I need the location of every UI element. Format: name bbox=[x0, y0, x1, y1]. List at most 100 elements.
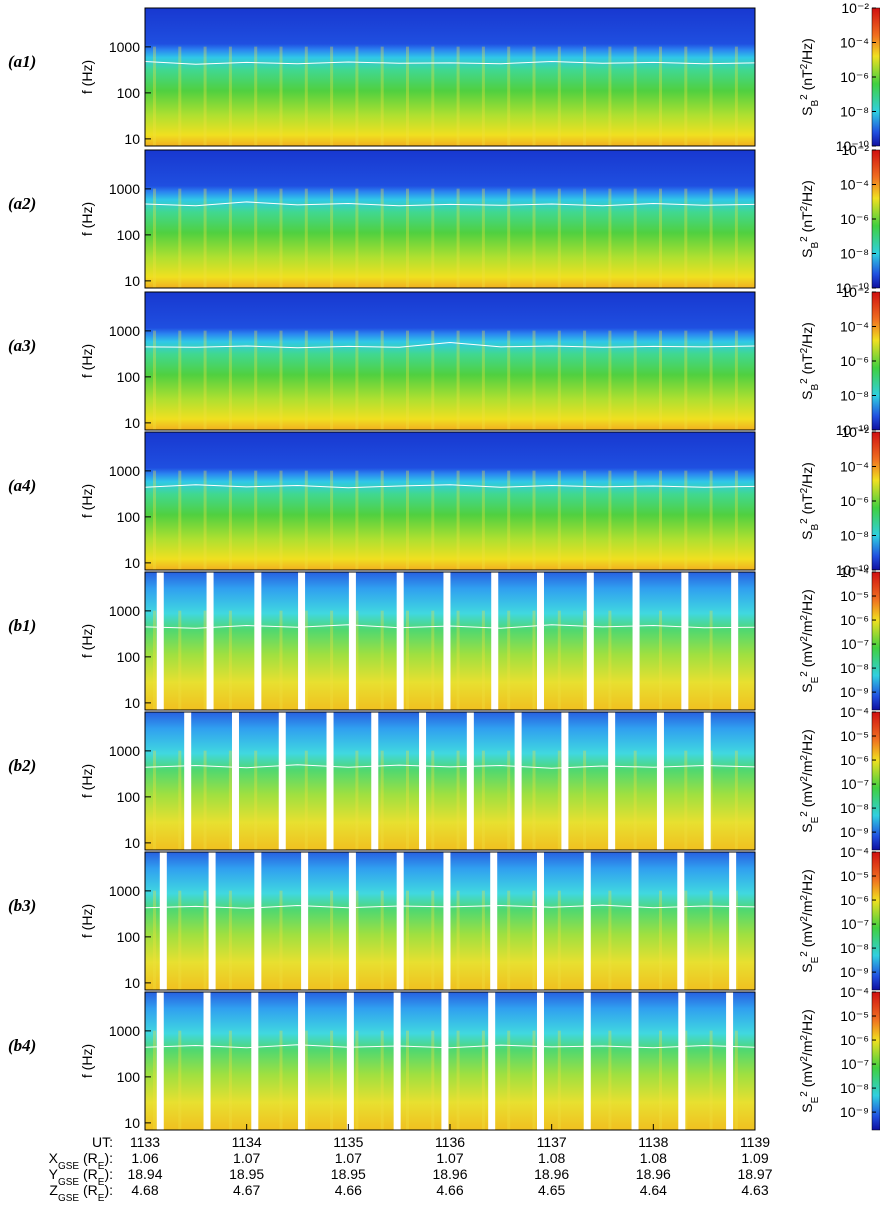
streak bbox=[203, 890, 207, 990]
streak bbox=[254, 750, 258, 850]
colorbar-tick-label: 10⁻⁸ bbox=[840, 800, 869, 816]
streak bbox=[507, 890, 511, 990]
y-axis-title: f (Hz) bbox=[79, 624, 95, 658]
frame bbox=[144, 711, 756, 851]
label-part: E bbox=[810, 956, 821, 963]
streak bbox=[406, 188, 409, 288]
y-axis-title: f (Hz) bbox=[79, 344, 95, 378]
streak bbox=[633, 188, 637, 288]
colorbar-tick-label: 10⁻⁴ bbox=[840, 844, 869, 860]
streak bbox=[330, 188, 334, 288]
colorbar-tick-label: 10⁻² bbox=[841, 424, 869, 440]
streak bbox=[304, 610, 308, 710]
data-gap bbox=[632, 572, 640, 710]
data-gap bbox=[491, 572, 499, 710]
row-label: XGSE (RE): bbox=[49, 1150, 113, 1172]
streak bbox=[203, 750, 207, 850]
y-axis-title: f (Hz) bbox=[79, 1044, 95, 1078]
label-part: E bbox=[810, 676, 821, 683]
colorbar bbox=[871, 711, 880, 851]
data-gap bbox=[656, 712, 664, 850]
label-part: 2 bbox=[799, 671, 810, 677]
frame bbox=[144, 571, 756, 711]
streak bbox=[507, 330, 511, 430]
y-tick-label: 100 bbox=[117, 369, 141, 385]
streak bbox=[633, 330, 637, 430]
y-axis-title: f (Hz) bbox=[79, 202, 95, 236]
label-part: B bbox=[810, 100, 821, 107]
x-tick-label: 1138 bbox=[638, 1134, 668, 1150]
streak bbox=[228, 188, 232, 288]
label-part: 2 bbox=[799, 951, 810, 957]
streak bbox=[456, 46, 460, 146]
streak bbox=[431, 610, 435, 710]
streak bbox=[456, 610, 460, 710]
data-gap bbox=[251, 992, 259, 1130]
data-gap bbox=[393, 992, 401, 1130]
data-gap bbox=[371, 712, 379, 850]
colorbar-tick-label: 10⁻⁷ bbox=[841, 1056, 869, 1072]
colorbar-tick-label: 10⁻⁶ bbox=[840, 1032, 869, 1048]
data-gap bbox=[443, 572, 451, 710]
label-part: (nT bbox=[799, 211, 815, 236]
streak bbox=[734, 46, 738, 146]
streak bbox=[481, 46, 485, 146]
panel-label: (b2) bbox=[8, 756, 36, 775]
colorbar-tick-label: 10⁻⁴ bbox=[840, 459, 869, 475]
label-part: (nT bbox=[799, 493, 815, 518]
streak bbox=[734, 1030, 738, 1130]
data-gap bbox=[298, 992, 306, 1130]
streak bbox=[330, 890, 334, 990]
streak bbox=[330, 330, 334, 430]
colorbar-tick-label: 10⁻⁸ bbox=[840, 528, 869, 544]
streak bbox=[583, 470, 587, 570]
colorbar-tick-label: 10⁻⁹ bbox=[840, 824, 869, 840]
label-part: (nT bbox=[799, 69, 815, 94]
streak bbox=[583, 750, 587, 850]
frame bbox=[144, 149, 756, 289]
streak bbox=[507, 46, 511, 146]
row-value: 1.07 bbox=[335, 1150, 362, 1166]
streak bbox=[406, 470, 409, 570]
colorbar-tick-label: 10⁻¹⁰ bbox=[836, 422, 870, 438]
streak bbox=[481, 1030, 485, 1130]
label-part: 2 bbox=[799, 1034, 810, 1040]
colorbar-tick-label: 10⁻² bbox=[841, 284, 869, 300]
streak bbox=[355, 1030, 359, 1130]
panel-label: (b3) bbox=[8, 896, 36, 915]
data-gap bbox=[678, 992, 686, 1130]
row-value: 4.63 bbox=[741, 1182, 768, 1198]
streak bbox=[481, 610, 485, 710]
data-gap bbox=[631, 992, 639, 1130]
label-part: (R bbox=[79, 1166, 98, 1182]
label-part: /Hz) bbox=[799, 729, 815, 755]
colorbar-tick-label: 10⁻⁶ bbox=[840, 752, 869, 768]
label-part: E bbox=[98, 1193, 105, 1204]
streak bbox=[254, 46, 258, 146]
colorbar-tick-label: 10⁻⁴ bbox=[840, 35, 869, 51]
data-gap bbox=[608, 712, 616, 850]
colorbar-tick-label: 10⁻⁸ bbox=[840, 388, 869, 404]
data-gap bbox=[301, 852, 309, 990]
streak bbox=[456, 750, 460, 850]
row-value: 4.65 bbox=[538, 1182, 565, 1198]
streak bbox=[279, 890, 283, 990]
y-tick-label: 1000 bbox=[109, 1023, 140, 1039]
cutoff-line bbox=[144, 624, 756, 629]
streak bbox=[557, 750, 561, 850]
data-gap bbox=[583, 992, 591, 1130]
streak bbox=[532, 330, 536, 430]
streak bbox=[532, 890, 536, 990]
colorbar-title: SE2 (mV2/m2/Hz) bbox=[799, 589, 821, 693]
colorbar-tick-label: 10⁻⁶ bbox=[840, 69, 869, 85]
colorbar-tick-label: 10⁻⁵ bbox=[840, 588, 869, 604]
streak bbox=[254, 330, 258, 430]
panel-label: (b1) bbox=[8, 616, 36, 635]
streak bbox=[203, 188, 207, 288]
streak bbox=[532, 470, 536, 570]
colorbar-tick-label: 10⁻⁶ bbox=[840, 211, 869, 227]
streak bbox=[709, 750, 713, 850]
x-tick-label: 1137 bbox=[537, 1134, 567, 1150]
streak bbox=[659, 470, 662, 570]
streak bbox=[431, 470, 435, 570]
